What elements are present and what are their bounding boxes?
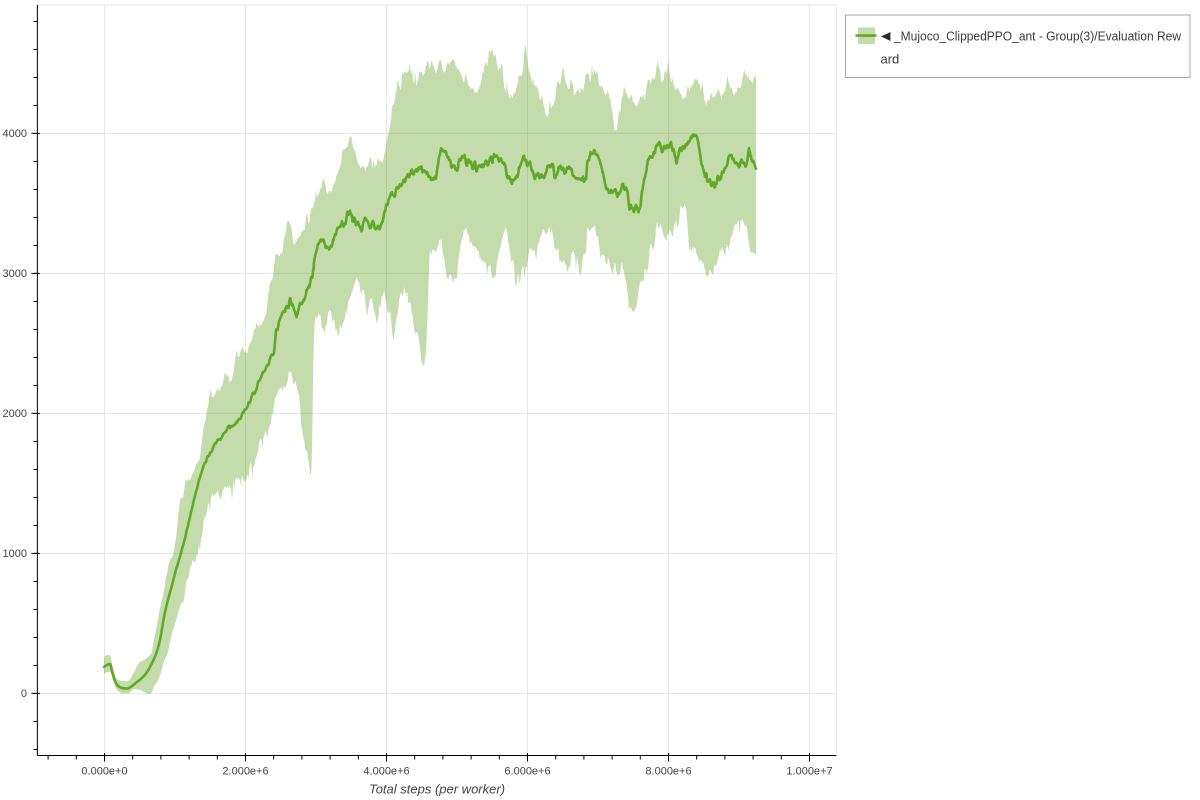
svg-text:1.000e+7: 1.000e+7 [786, 766, 832, 778]
svg-text:_Mujoco_ClippedPPO_ant - Group: _Mujoco_ClippedPPO_ant - Group(3)/Evalua… [893, 29, 1181, 44]
svg-text:0.000e+0: 0.000e+0 [81, 766, 127, 778]
svg-text:0: 0 [21, 688, 27, 700]
svg-text:2.000e+6: 2.000e+6 [222, 766, 268, 778]
svg-text:3000: 3000 [3, 268, 27, 280]
svg-text:6.000e+6: 6.000e+6 [504, 766, 550, 778]
svg-text:4.000e+6: 4.000e+6 [363, 766, 409, 778]
svg-text:Total steps (per worker): Total steps (per worker) [369, 782, 505, 797]
svg-text:ard: ard [881, 52, 900, 67]
svg-text:8.000e+6: 8.000e+6 [645, 766, 691, 778]
svg-text:4000: 4000 [3, 128, 27, 140]
svg-text:1000: 1000 [3, 548, 27, 560]
svg-text:2000: 2000 [3, 408, 27, 420]
